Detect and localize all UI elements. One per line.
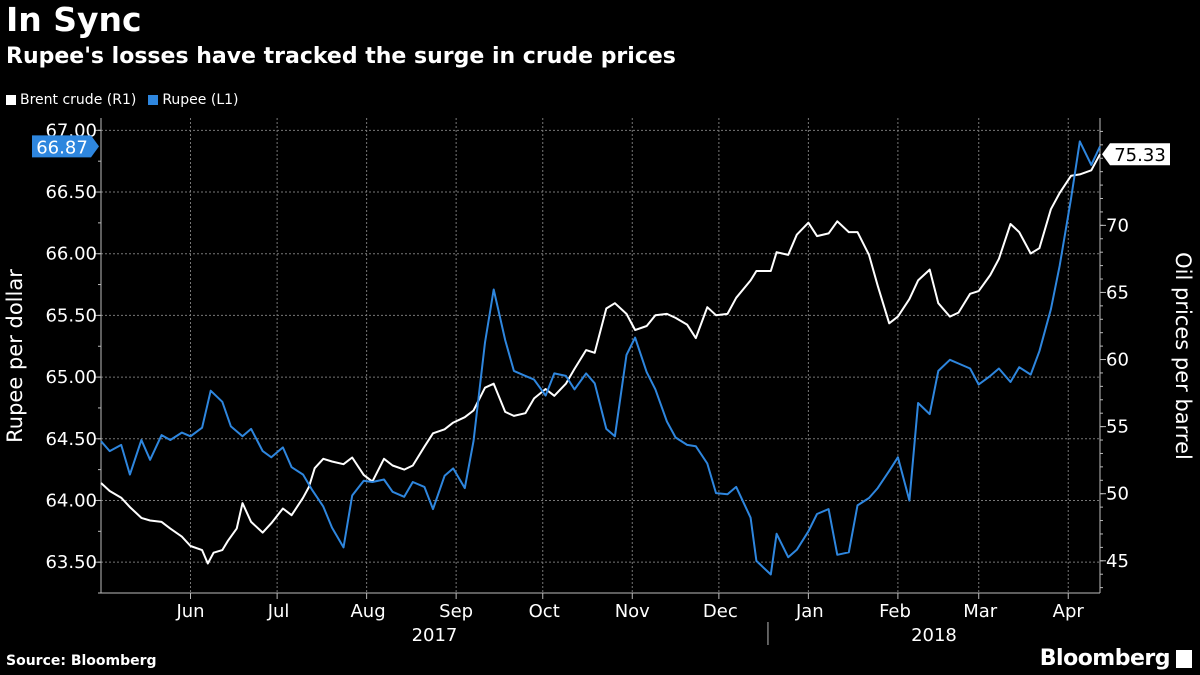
x-tick-label: Sep xyxy=(439,601,473,622)
left-tick-label: 64.00 xyxy=(45,490,97,511)
brent-last-value-label: 75.33 xyxy=(1114,145,1166,166)
legend-swatch-brent xyxy=(6,95,16,105)
right-axis-title: Oil prices per barrel xyxy=(1171,252,1195,460)
legend: Brent crude (R1) Rupee (L1) xyxy=(6,92,239,108)
brent-last-value-tag xyxy=(1102,143,1170,166)
terminal-icon xyxy=(1176,650,1192,668)
left-tick-label: 64.50 xyxy=(45,429,97,450)
x-tick-label: Aug xyxy=(350,601,385,622)
rupee-last-value-label: 66.87 xyxy=(36,137,88,158)
right-tick-label: 55 xyxy=(1106,417,1129,438)
legend-item-rupee: Rupee (L1) xyxy=(148,92,239,108)
rupee-last-value-tag xyxy=(32,135,99,158)
brand-logo: Bloomberg xyxy=(1039,646,1171,671)
legend-swatch-rupee xyxy=(148,95,159,105)
right-tick-label: 65 xyxy=(1106,282,1129,303)
x-tick-label: Nov xyxy=(615,601,650,622)
left-tick-label: 66.00 xyxy=(45,244,97,265)
right-tick-label: 70 xyxy=(1106,215,1129,236)
brent-crude-line xyxy=(100,153,1101,565)
chart-subtitle: Rupee's losses have tracked the surge in… xyxy=(6,44,676,69)
x-tick-label: Jan xyxy=(795,601,824,622)
left-axis-title: Rupee per dollar xyxy=(3,269,27,443)
left-tick-label: 65.50 xyxy=(45,305,97,326)
year-label-2018: 2018 xyxy=(911,625,957,646)
left-tick-label: 65.00 xyxy=(45,367,97,388)
right-tick-label: 60 xyxy=(1106,350,1129,371)
right-tick-label: 50 xyxy=(1106,484,1129,505)
x-tick-label: Jul xyxy=(267,601,290,622)
chart-title: In Sync xyxy=(6,0,142,39)
legend-label-rupee: Rupee (L1) xyxy=(162,92,239,108)
x-tick-label: Jun xyxy=(175,601,204,622)
x-tick-label: Mar xyxy=(963,601,998,622)
rupee-line xyxy=(100,140,1101,576)
left-tick-label: 63.50 xyxy=(45,552,97,573)
legend-item-brent: Brent crude (R1) xyxy=(6,92,136,108)
legend-label-brent: Brent crude (R1) xyxy=(20,92,137,108)
left-tick-label: 66.50 xyxy=(45,182,97,203)
source-note: Source: Bloomberg xyxy=(6,653,157,669)
x-tick-label: Dec xyxy=(703,601,738,622)
year-label-2017: 2017 xyxy=(412,625,458,646)
x-tick-label: Feb xyxy=(879,601,911,622)
right-tick-label: 45 xyxy=(1106,551,1129,572)
x-tick-label: Apr xyxy=(1053,601,1085,622)
x-tick-label: Oct xyxy=(529,601,560,622)
